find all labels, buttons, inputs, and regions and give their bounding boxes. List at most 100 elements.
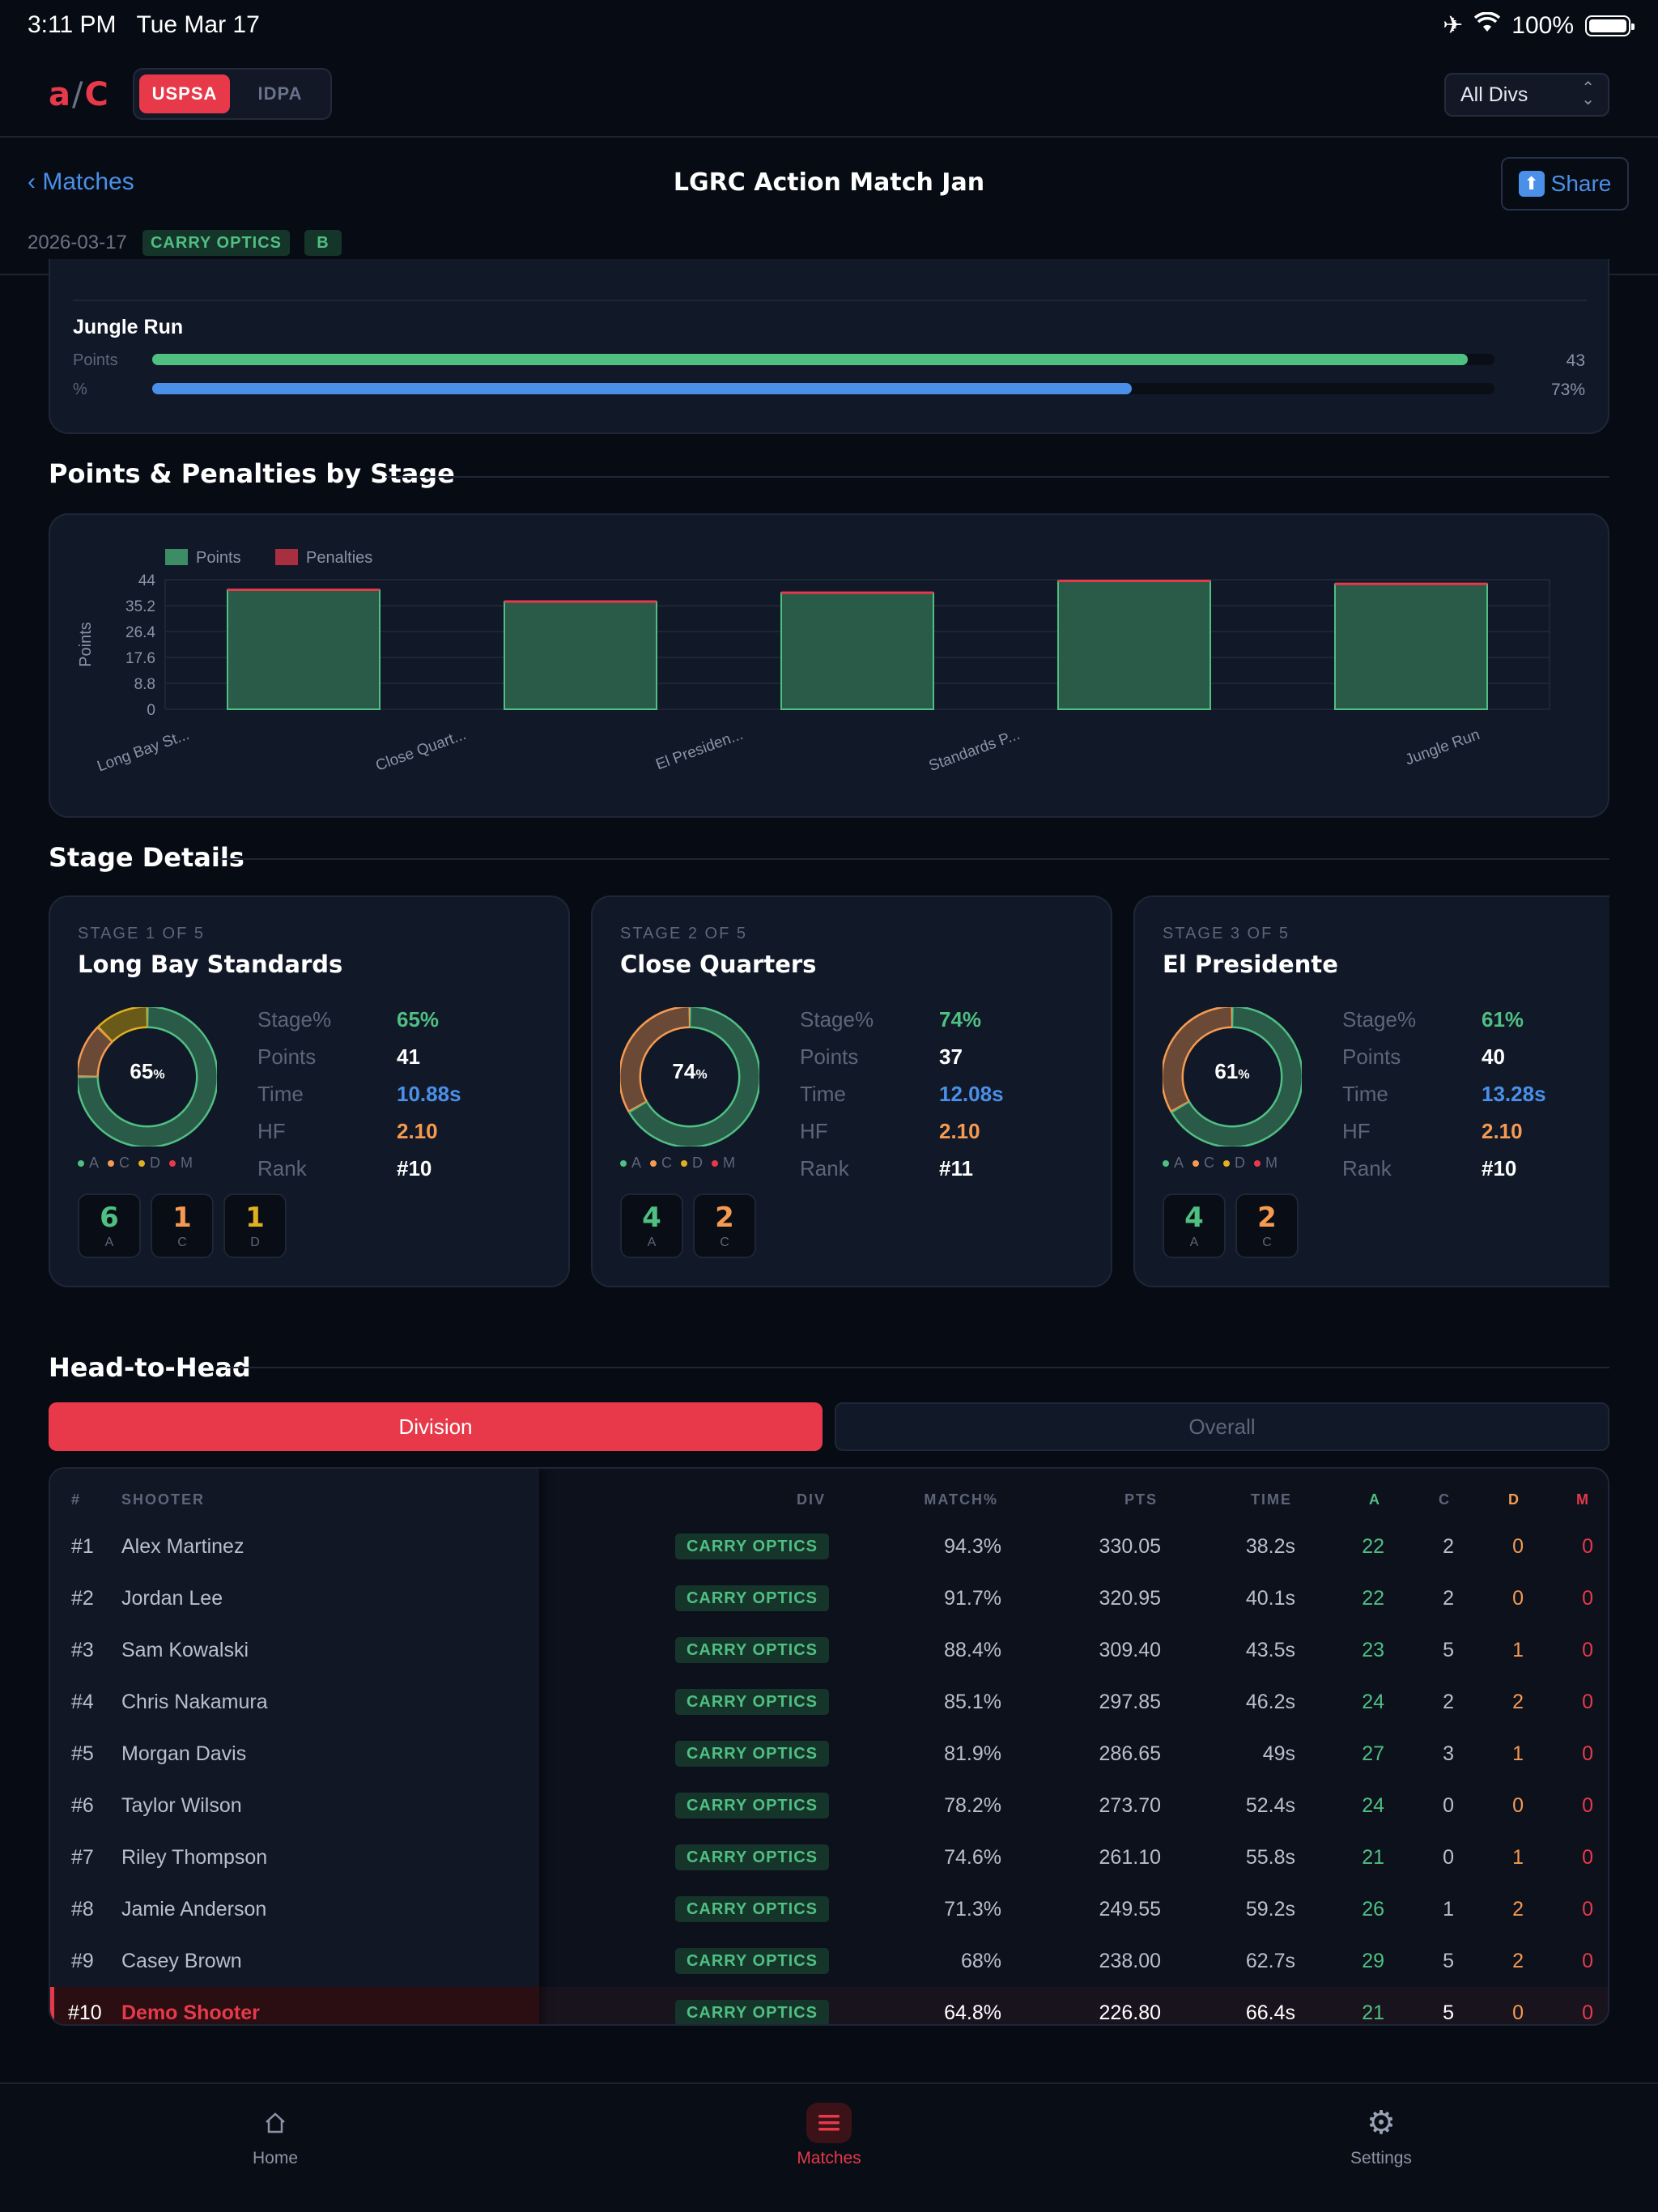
segment-uspsa[interactable]: USPSA [139, 74, 230, 113]
legend-dot [1163, 1159, 1169, 1167]
stage-cards-scroller[interactable]: STAGE 1 OF 5 Long Bay Standards 65% A C D M Sta… [49, 895, 1609, 1287]
nav-matches[interactable]: Matches [748, 2102, 910, 2168]
c-cell: 2 [1443, 1534, 1454, 1558]
stage-label: STAGE 2 OF 5 [620, 925, 747, 942]
table-row[interactable]: #5 Morgan Davis CARRY OPTICS 81.9% 286.65 49s… [50, 1728, 1608, 1780]
time-cell: 43.5s [1245, 1638, 1295, 1661]
table-row[interactable]: #10 Demo Shooter CARRY OPTICS 64.8% 226.80 66… [50, 1987, 1608, 2024]
shooter-cell: Morgan Davis [121, 1742, 247, 1765]
division-tag: CARRY OPTICS [142, 230, 290, 256]
column-header[interactable]: M [1576, 1491, 1590, 1508]
stat-row-stage-pct: Stage% 61% [1342, 1001, 1546, 1038]
stat-label: Stage% [800, 1006, 874, 1032]
legend-label-points: Points [196, 549, 241, 567]
stage-name: El Presidente [1163, 951, 1338, 978]
column-header[interactable]: SHOOTER [121, 1491, 206, 1508]
tab-overall[interactable]: Overall [835, 1402, 1609, 1451]
a-cell: 21 [1362, 2001, 1384, 2024]
m-cell: 0 [1582, 1690, 1593, 1713]
d-cell: 0 [1512, 1793, 1524, 1817]
stage-details-title: Stage Details [49, 842, 244, 873]
shooter-cell: Alex Martinez [121, 1534, 244, 1558]
division-badge: CARRY OPTICS [674, 1689, 829, 1715]
time-cell: 38.2s [1245, 1534, 1295, 1558]
segment-idpa[interactable]: IDPA [257, 83, 303, 104]
nav-home-label: Home [252, 2149, 299, 2167]
x-tick-label: Standards P... [927, 726, 1022, 775]
column-header[interactable]: MATCH% [924, 1491, 998, 1508]
c-cell: 2 [1443, 1586, 1454, 1610]
shooter-cell: Demo Shooter [121, 2001, 260, 2024]
points-cell: 330.05 [1099, 1534, 1161, 1558]
table-row[interactable]: #6 Taylor Wilson CARRY OPTICS 78.2% 273.70 52… [50, 1780, 1608, 1831]
stage-card[interactable]: STAGE 3 OF 5 El Presidente 61% A C D M Stage% 61… [1133, 895, 1609, 1287]
table-row[interactable]: #3 Sam Kowalski CARRY OPTICS 88.4% 309.40 43.… [50, 1624, 1608, 1676]
division-badge: CARRY OPTICS [674, 1844, 829, 1870]
c-cell: 5 [1443, 1638, 1454, 1661]
c-cell: 1 [1443, 1897, 1454, 1921]
table-row[interactable]: #2 Jordan Lee CARRY OPTICS 91.7% 320.95 40.1s… [50, 1572, 1608, 1624]
time-cell: 40.1s [1245, 1586, 1295, 1610]
tab-division[interactable]: Division [49, 1402, 823, 1451]
stat-row-points: Points 41 [257, 1038, 461, 1075]
legend-label: D [1235, 1155, 1246, 1171]
match-pct-cell: 78.2% [944, 1793, 1001, 1817]
donut-segment-C [1163, 1007, 1302, 1146]
legend-label: C [1204, 1155, 1215, 1171]
nav-settings[interactable]: ⚙ Settings [1300, 2102, 1462, 2168]
shooter-cell: Sam Kowalski [121, 1638, 249, 1661]
legend-label: M [723, 1155, 736, 1171]
m-cell: 0 [1582, 1845, 1593, 1869]
division-select[interactable]: All Divs ⌃ ⌄ [1444, 73, 1609, 117]
d-cell: 1 [1512, 1845, 1524, 1869]
division-cell: CARRY OPTICS [674, 1728, 829, 1780]
stage-stats: Stage% 61% Points 40 Time 13.28s HF 2.10 Rank #10 [1342, 1001, 1546, 1187]
points-label: Points [73, 351, 118, 369]
time-cell: 46.2s [1245, 1690, 1295, 1713]
column-header[interactable]: DIV [796, 1491, 826, 1508]
d-cell: 1 [1512, 1638, 1524, 1661]
nav-home[interactable]: Home [194, 2102, 356, 2168]
column-header[interactable]: TIME [1251, 1491, 1292, 1508]
bar-penalties [227, 588, 380, 591]
legend-item: A [620, 1155, 641, 1172]
column-header[interactable]: D [1508, 1491, 1520, 1508]
sticky-column-bg [50, 1469, 539, 2024]
back-to-matches-link[interactable]: ‹ Matches [28, 168, 134, 195]
points-bar-fill [152, 354, 1468, 365]
status-time: 3:11 PM Tue Mar 17 [28, 11, 260, 38]
nav-matches-label: Matches [797, 2149, 861, 2167]
table-row[interactable]: #1 Alex Martinez CARRY OPTICS 94.3% 330.05 38… [50, 1521, 1608, 1572]
column-header[interactable]: C [1439, 1491, 1451, 1508]
donut-percent-value: 65 [130, 1059, 154, 1083]
table-row[interactable]: #9 Casey Brown CARRY OPTICS 68% 238.00 62.7s 2… [50, 1935, 1608, 1987]
list-icon [748, 2102, 910, 2144]
column-header[interactable]: A [1369, 1491, 1381, 1508]
legend-dot [620, 1159, 627, 1167]
stage-card[interactable]: STAGE 2 OF 5 Close Quarters 74% A C D M Stage% 7… [591, 895, 1112, 1287]
rank-cell: #4 [71, 1690, 94, 1713]
legend-label: M [181, 1155, 193, 1171]
a-cell: 24 [1362, 1690, 1384, 1713]
table-row[interactable]: #4 Chris Nakamura CARRY OPTICS 85.1% 297.85 4… [50, 1676, 1608, 1728]
highlight-row-indicator [50, 1987, 54, 2024]
column-header[interactable]: PTS [1124, 1491, 1158, 1508]
share-button[interactable]: ⬆ Share [1501, 157, 1629, 211]
m-cell: 0 [1582, 1638, 1593, 1661]
division-cell: CARRY OPTICS [674, 1624, 829, 1676]
division-badge: CARRY OPTICS [674, 1637, 829, 1663]
stage-card[interactable]: STAGE 1 OF 5 Long Bay Standards 65% A C D M Sta… [49, 895, 570, 1287]
stat-label: Points [1342, 1044, 1401, 1069]
points-bar-track [152, 354, 1494, 365]
points-cell: 226.80 [1099, 2001, 1161, 2024]
column-header[interactable]: # [71, 1491, 82, 1508]
legend-item: D [681, 1155, 703, 1172]
stage-donut [76, 1006, 219, 1148]
table-row[interactable]: #8 Jamie Anderson CARRY OPTICS 71.3% 249.55 5… [50, 1883, 1608, 1935]
donut-segment-C [620, 1007, 759, 1146]
table-row[interactable]: #7 Riley Thompson CARRY OPTICS 74.6% 261.10 5… [50, 1831, 1608, 1883]
bar-points [780, 592, 934, 711]
